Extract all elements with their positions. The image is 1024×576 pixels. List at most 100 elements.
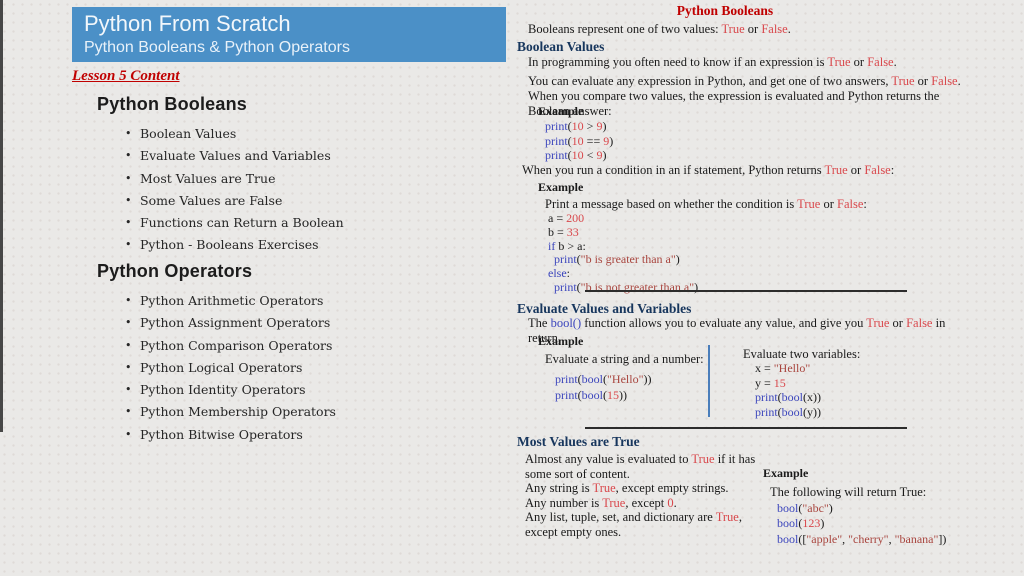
left-edge-line bbox=[0, 0, 3, 432]
example3-label: Example bbox=[538, 334, 584, 348]
section-divider bbox=[585, 290, 907, 292]
outline-item: • Python Arithmetic Operators bbox=[97, 290, 336, 312]
if-statement-note: When you run a condition in an if statem… bbox=[522, 163, 895, 177]
outline-item-label: Most Values are True bbox=[140, 170, 276, 186]
outline-item: • Python Bitwise Operators bbox=[97, 424, 336, 446]
bullet-icon: • bbox=[125, 383, 132, 397]
paragraph: In programming you often need to know if… bbox=[528, 55, 897, 69]
outline-item: • Some Values are False bbox=[97, 190, 344, 212]
outline-section-booleans: Python Booleans • Boolean Values • Evalu… bbox=[97, 94, 344, 257]
example2-code-block: a = 200 b = 33 if b > a: print("b is great… bbox=[548, 211, 699, 295]
outline-item-label: Python Comparison Operators bbox=[140, 337, 333, 353]
outline-item: • Python Identity Operators bbox=[97, 379, 336, 401]
outline-item-label: Python Logical Operators bbox=[140, 359, 303, 375]
example2-caption: Print a message based on whether the con… bbox=[545, 197, 867, 211]
section-heading-evaluate: Evaluate Values and Variables bbox=[517, 301, 692, 316]
bullet-icon: • bbox=[125, 338, 132, 352]
slide-title: Python From Scratch bbox=[84, 11, 291, 36]
code-line: print(bool(x)) bbox=[755, 390, 822, 405]
code-line: x = "Hello" bbox=[755, 361, 811, 375]
code-line: print(bool(15)) bbox=[555, 387, 628, 402]
evaluate-right-code-block: x = "Hello" y = 15 print(bool(x)) print(boo… bbox=[755, 361, 821, 419]
outline-heading-booleans: Python Booleans bbox=[97, 94, 248, 114]
bullet-icon: • bbox=[125, 216, 132, 230]
example2-label: Example bbox=[538, 180, 584, 194]
code-line: print(bool(y)) bbox=[755, 404, 822, 419]
lesson-content-label: Lesson 5 Content bbox=[72, 68, 180, 84]
code-line: print("b is not greater than a") bbox=[554, 279, 699, 294]
code-line: else: bbox=[548, 266, 570, 281]
bullet-icon: • bbox=[125, 360, 132, 374]
intro-text: Booleans represent one of two values: Tr… bbox=[528, 22, 791, 36]
bullet-icon: • bbox=[125, 405, 132, 419]
example1-code-block: print(10 > 9) print(10 == 9) print(10 < 9) bbox=[545, 119, 613, 163]
evaluate-paragraph: The bool() function allows you to evalua… bbox=[528, 316, 946, 345]
evaluate-left-caption: Evaluate a string and a number: bbox=[545, 352, 704, 366]
section-heading-most-values: Most Values are True bbox=[517, 434, 640, 449]
outline-item: • Python Logical Operators bbox=[97, 357, 336, 379]
code-line: b = 33 bbox=[548, 224, 579, 239]
outline-item: • Most Values are True bbox=[97, 168, 344, 190]
outline-item: • Python Membership Operators bbox=[97, 401, 336, 423]
code-line: y = 15 bbox=[755, 375, 786, 390]
code-line: print(10 < 9) bbox=[545, 148, 607, 162]
example4-label: Example bbox=[763, 466, 809, 480]
code-line: print(bool("Hello")) bbox=[555, 372, 652, 386]
paragraph: Any string is True, except empty strings… bbox=[525, 481, 729, 496]
bullet-icon: • bbox=[125, 193, 132, 207]
code-line: bool("abc") bbox=[777, 501, 833, 515]
outline-list-operators: • Python Arithmetic Operators • Python A… bbox=[97, 290, 336, 446]
outline-item-label: Python Assignment Operators bbox=[140, 315, 331, 331]
bullet-icon: • bbox=[125, 127, 132, 140]
paragraph: Almost any value is evaluated to True if… bbox=[525, 452, 756, 481]
paragraph: Any number is True, except 0. bbox=[525, 495, 677, 510]
outline-item-label: Functions can Return a Boolean bbox=[140, 215, 344, 231]
outline-item: • Python Comparison Operators bbox=[97, 335, 336, 357]
code-line: bool(123) bbox=[777, 516, 825, 531]
example4-caption: The following will return True: bbox=[770, 485, 927, 499]
bullet-icon: • bbox=[125, 171, 132, 185]
content-title: Python Booleans bbox=[676, 3, 774, 18]
paragraph: Any list, tuple, set, and dictionary are… bbox=[525, 510, 742, 539]
outline-heading-operators: Python Operators bbox=[97, 261, 253, 281]
bullet-icon: • bbox=[125, 238, 132, 252]
outline-item: • Python Assignment Operators bbox=[97, 312, 336, 334]
evaluate-left-code-block: print(bool("Hello")) print(bool(15)) bbox=[555, 372, 651, 403]
code-line: print(10 == 9) bbox=[545, 133, 614, 148]
column-divider bbox=[708, 345, 710, 417]
example1-label: Example bbox=[538, 104, 584, 118]
paragraph: You can evaluate any expression in Pytho… bbox=[528, 74, 961, 88]
outline-item-label: Evaluate Values and Variables bbox=[140, 148, 331, 164]
outline-item-label: Boolean Values bbox=[140, 126, 237, 141]
section-heading-boolean-values: Boolean Values bbox=[517, 39, 605, 54]
code-line: bool(["apple", "cherry", "banana"]) bbox=[777, 531, 947, 546]
code-line: if b > a: bbox=[548, 238, 586, 253]
slide-header: Python From Scratch Python Booleans & Py… bbox=[72, 7, 506, 62]
slide-subtitle: Python Booleans & Python Operators bbox=[84, 39, 350, 56]
most-values-paragraphs: Almost any value is evaluated to True if… bbox=[525, 452, 761, 540]
outline-item: • Evaluate Values and Variables bbox=[97, 145, 344, 167]
outline-item: • Boolean Values bbox=[97, 123, 344, 145]
code-line: print(10 > 9) bbox=[545, 119, 607, 133]
outline-item: • Python - Booleans Exercises bbox=[97, 234, 344, 256]
outline-item-label: Python Membership Operators bbox=[140, 404, 336, 420]
content-panel: Python Booleans Booleans represent one o… bbox=[515, 0, 975, 576]
outline-item-label: Python Arithmetic Operators bbox=[140, 293, 324, 308]
evaluate-right-caption: Evaluate two variables: bbox=[743, 347, 861, 361]
section-divider bbox=[585, 427, 907, 429]
outline-item-label: Python - Booleans Exercises bbox=[140, 237, 319, 253]
outline-item-label: Some Values are False bbox=[140, 192, 283, 208]
bullet-icon: • bbox=[125, 316, 132, 330]
bullet-icon: • bbox=[125, 149, 132, 163]
outline-item-label: Python Bitwise Operators bbox=[140, 426, 303, 442]
outline-item: • Functions can Return a Boolean bbox=[97, 212, 344, 234]
outline-list-booleans: • Boolean Values • Evaluate Values and V… bbox=[97, 123, 344, 257]
bullet-icon: • bbox=[125, 294, 132, 307]
outline-section-operators: Python Operators • Python Arithmetic Ope… bbox=[97, 261, 336, 446]
paragraph: When you compare two values, the express… bbox=[528, 89, 940, 118]
example4-code-block: bool("abc") bool(123) bool(["apple", "cher… bbox=[777, 501, 946, 547]
code-line: print("b is greater than a") bbox=[554, 252, 680, 267]
code-line: a = 200 bbox=[548, 211, 585, 225]
outline-item-label: Python Identity Operators bbox=[140, 382, 306, 398]
